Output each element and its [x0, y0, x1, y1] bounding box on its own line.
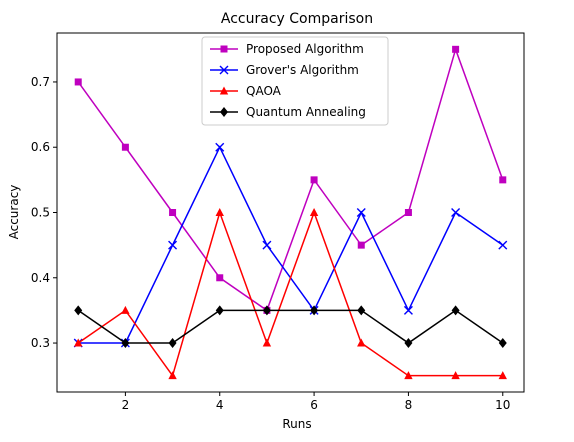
data-point: [262, 338, 272, 347]
y-axis-ticks: 0.3 0.4 0.5 0.6 0.7: [31, 75, 57, 350]
data-point: [451, 305, 460, 316]
data-point: [310, 176, 318, 184]
legend-box: [201, 36, 389, 126]
y-tick-label: 0.5: [31, 206, 50, 220]
data-point: [168, 338, 177, 349]
legend-entry: Proposed Algorithm: [210, 42, 364, 56]
legend-marker: [219, 86, 229, 95]
data-point: [262, 240, 272, 250]
data-point: [452, 45, 460, 53]
data-point: [498, 338, 507, 349]
data-point: [403, 305, 413, 315]
legend-entry: QAOA: [210, 84, 282, 98]
series-4: [74, 305, 507, 349]
legend: Proposed Algorithm Grover's Algorithm QAOA…: [201, 36, 389, 126]
data-point: [498, 371, 507, 380]
data-point: [357, 338, 366, 347]
series-line: [77, 46, 504, 312]
data-point: [451, 371, 460, 380]
data-point: [216, 274, 224, 282]
data-point: [499, 176, 507, 184]
axes-frame: [56, 32, 525, 393]
legend-label: QAOA: [246, 84, 282, 98]
data-point: [168, 240, 178, 250]
data-point: [404, 371, 413, 380]
y-tick-label: 0.4: [31, 271, 50, 285]
data-point: [310, 305, 319, 316]
data-point: [215, 208, 224, 216]
data-point: [215, 305, 224, 316]
legend-label: Quantum Annealing: [246, 105, 366, 119]
data-point: [121, 338, 130, 349]
y-axis-label: Accuracy: [7, 185, 21, 240]
y-tick-label: 0.6: [31, 140, 50, 154]
series-3: [74, 208, 507, 380]
data-point: [262, 305, 271, 316]
series-line: [77, 210, 503, 378]
data-point: [404, 338, 413, 349]
x-tick-label: 8: [405, 398, 413, 412]
data-point: [74, 338, 83, 347]
data-point: [357, 241, 365, 249]
legend-marker: [220, 45, 228, 53]
data-point: [451, 208, 461, 217]
data-point: [498, 240, 508, 250]
data-point: [74, 78, 82, 86]
x-axis-label: Runs: [282, 417, 311, 431]
data-point: [356, 208, 366, 217]
series-layer: [73, 45, 508, 380]
data-point: [309, 208, 319, 216]
x-tick-label: 6: [310, 398, 318, 412]
legend-marker: [219, 65, 229, 75]
legend-entry: Grover's Algorithm: [210, 63, 359, 77]
data-point: [357, 305, 366, 316]
data-point: [121, 143, 129, 151]
x-axis-ticks: 2 4 6 8 10: [122, 392, 510, 412]
series-line: [77, 309, 504, 344]
legend-label: Proposed Algorithm: [246, 42, 364, 56]
x-tick-label: 4: [216, 398, 224, 412]
y-tick-label: 0.7: [31, 75, 50, 89]
data-point: [404, 209, 412, 216]
data-point: [168, 371, 177, 380]
x-tick-label: 10: [495, 398, 510, 412]
legend-label: Grover's Algorithm: [246, 63, 359, 77]
x-tick-label: 2: [122, 398, 130, 412]
legend-marker: [220, 107, 228, 117]
chart-title: Accuracy Comparison: [221, 11, 373, 27]
data-point: [215, 142, 225, 152]
legend-entry: Quantum Annealing: [210, 105, 366, 119]
data-point: [169, 209, 177, 216]
data-point: [74, 305, 83, 316]
data-point: [121, 305, 130, 314]
y-tick-label: 0.3: [31, 336, 50, 350]
